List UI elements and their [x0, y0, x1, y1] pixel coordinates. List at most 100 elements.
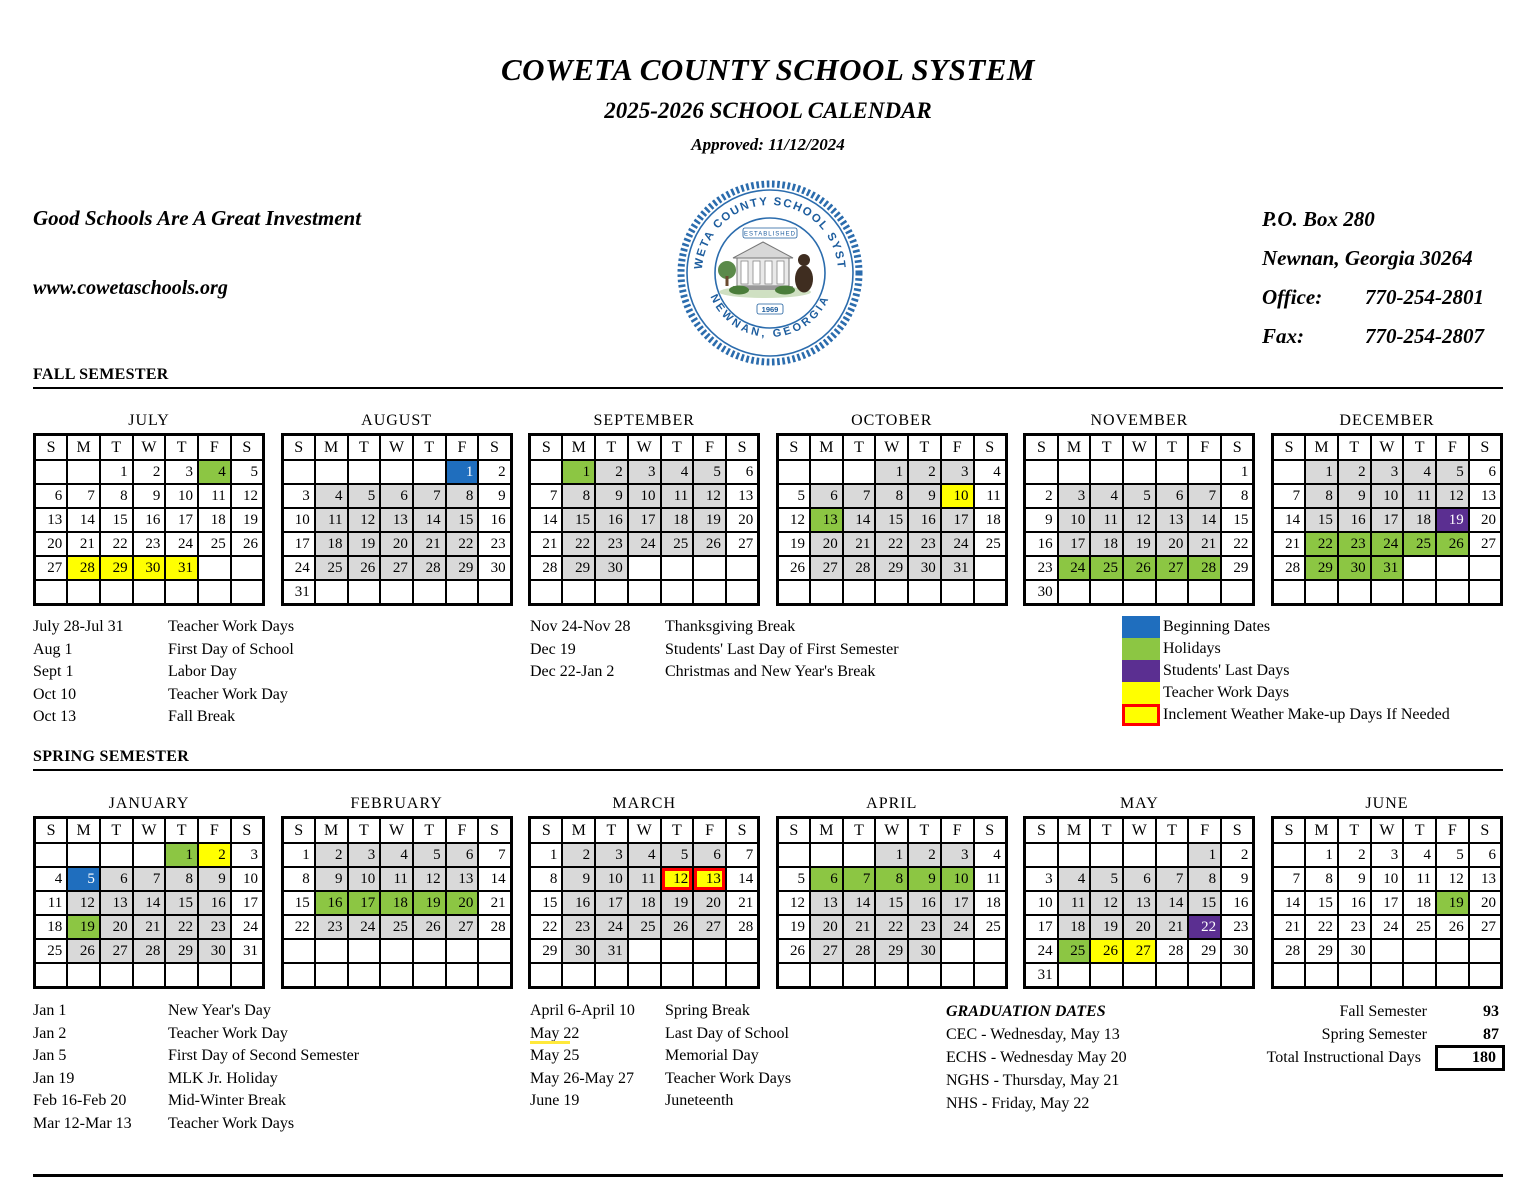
day-cell: 18 — [1089, 531, 1124, 557]
day-cell: 25 — [313, 555, 349, 581]
day-cell: 21 — [528, 531, 564, 557]
day-cell: 2 — [197, 842, 232, 868]
day-cell: 15 — [561, 507, 597, 533]
weekday-header: T — [164, 433, 200, 461]
day-cell: 23 — [594, 531, 629, 557]
day-cell: 16 — [907, 507, 942, 533]
day-cell: 7 — [724, 842, 760, 868]
month-grid: S M T W T F S 1 2 3 4 5 6 7 8 9 10 11 12 13 14 15 16 17 18 19 20 21… — [528, 433, 761, 606]
day-cell: 31 — [281, 579, 316, 606]
day-cell: 1 — [1187, 842, 1223, 868]
day-cell: 26 — [66, 938, 101, 964]
day-cell — [659, 962, 695, 989]
weekday-header: S — [1467, 816, 1503, 844]
school-logo-seal: COWETA COUNTY SCHOOL SYSTEM NEWNAN, GEOR… — [669, 169, 865, 368]
month-title: JANUARY — [108, 795, 190, 812]
calendar-month-may: MAY S M T W T F S 1 2 3 4 5 6 7 8 9 10 11 12 13 14 15 16 17 18 19 2… — [1023, 795, 1256, 989]
seal-tree-trunk — [725, 276, 729, 286]
total-label: Total Instructional Days — [1266, 1048, 1421, 1066]
legend-swatch-makeup — [1122, 704, 1160, 726]
day-cell: 7 — [131, 866, 167, 892]
legend-label: Students' Last Days — [1163, 662, 1290, 679]
day-cell: 9 — [477, 483, 513, 509]
note-desc: Christmas and New Year's Break — [665, 663, 876, 680]
day-cell: 5 — [346, 483, 382, 509]
day-cell — [1434, 555, 1470, 581]
seal-tree — [718, 261, 736, 279]
day-cell — [907, 579, 942, 606]
weekday-header: M — [561, 433, 597, 461]
legend-swatch-begin — [1122, 616, 1160, 638]
day-cell: 22 — [561, 531, 597, 557]
day-cell: 22 — [444, 531, 480, 557]
day-cell — [874, 579, 910, 606]
weekday-header: T — [594, 816, 629, 844]
weekday-header: M — [1056, 816, 1092, 844]
day-cell: 6 — [808, 866, 844, 892]
week-row: 21 22 23 24 25 26 27 — [1271, 531, 1503, 557]
day-cell: 13 — [1467, 483, 1503, 509]
day-cell — [907, 962, 942, 989]
day-cell: 25 — [197, 531, 232, 557]
fall-notes-col2: Nov 24-Nov 28 Thanksgiving Break Dec 19 Stu… — [530, 616, 899, 684]
week-row: 22 23 24 25 26 27 28 — [281, 914, 513, 940]
graduation-lines: CEC - Wednesday, May 13 ECHS - Wednesday … — [946, 1023, 1127, 1115]
weekday-header: S — [33, 433, 69, 461]
note-date: Jan 2 — [33, 1024, 67, 1042]
day-cell: 17 — [939, 890, 975, 916]
day-cell — [841, 459, 877, 485]
weekday-header: T — [1402, 816, 1437, 844]
total-row: Fall Semester 93 — [1255, 1000, 1505, 1023]
note-desc: Last Day of School — [665, 1024, 789, 1042]
day-cell — [197, 555, 232, 581]
day-cell — [1402, 962, 1437, 989]
spring-semester-heading: SPRING SEMESTER — [33, 748, 1503, 771]
day-cell: 14 — [841, 507, 877, 533]
spring-calendar-row: JANUARY S M T W T F S 1 2 3 4 5 6 7 8 9 10 11 12 13 14 15 16 17 1… — [33, 795, 1503, 989]
day-cell — [776, 962, 811, 989]
seal-year-ribbon — [756, 303, 784, 315]
day-cell: 31 — [939, 555, 975, 581]
day-cell: 8 — [98, 483, 134, 509]
day-cell: 13 — [1121, 890, 1157, 916]
day-cell: 23 — [907, 531, 942, 557]
day-cell — [776, 459, 811, 485]
day-cell: 4 — [313, 483, 349, 509]
day-cell — [1271, 579, 1307, 606]
day-cell — [1154, 962, 1190, 989]
note-desc: Labor Day — [168, 663, 237, 680]
day-cell: 11 — [659, 483, 695, 509]
day-cell: 20 — [1121, 914, 1157, 940]
day-cell — [1121, 459, 1157, 485]
weekday-header: F — [197, 816, 232, 844]
day-cell: 10 — [939, 866, 975, 892]
weekday-header: T — [98, 433, 134, 461]
fall-notes-col1: July 28-Jul 31 Teacher Work Days Aug 1 Firs… — [33, 616, 294, 729]
week-row: 23 24 25 26 27 28 29 — [1023, 555, 1255, 581]
day-cell: 3 — [281, 483, 316, 509]
note-desc: First Day of School — [168, 640, 294, 658]
day-cell — [776, 842, 811, 868]
day-cell: 19 — [411, 890, 447, 916]
week-row: 21 22 23 24 25 26 27 — [1271, 914, 1503, 940]
day-cell: 4 — [659, 459, 695, 485]
weekday-header: S — [229, 816, 265, 844]
day-cell: 26 — [1434, 914, 1470, 940]
weekday-header: S — [1271, 816, 1307, 844]
day-cell — [131, 962, 167, 989]
day-cell: 31 — [1369, 555, 1405, 581]
note-date: Feb 16-Feb 20 — [33, 1092, 127, 1109]
week-row: 7 8 9 10 11 12 13 — [1271, 866, 1503, 892]
day-cell: 10 — [594, 866, 629, 892]
week-row: 20 21 22 23 24 25 26 — [33, 531, 265, 557]
calendar-month-february: FEBRUARY S M T W T F S 1 2 3 4 5 6 7 8 9 10 11 12 13 14 15 16 17… — [280, 795, 513, 989]
day-cell: 30 — [477, 555, 513, 581]
total-label: Fall Semester — [1339, 1002, 1427, 1020]
weekday-header: S — [281, 433, 316, 461]
contact-block: P.O. Box 280 Newnan, Georgia 30264 Offic… — [1262, 200, 1484, 356]
calendar-month-january: JANUARY S M T W T F S 1 2 3 4 5 6 7 8 9 10 11 12 13 14 15 16 17 1… — [33, 795, 265, 989]
weekday-header: T — [841, 433, 877, 461]
day-cell: 12 — [346, 507, 382, 533]
